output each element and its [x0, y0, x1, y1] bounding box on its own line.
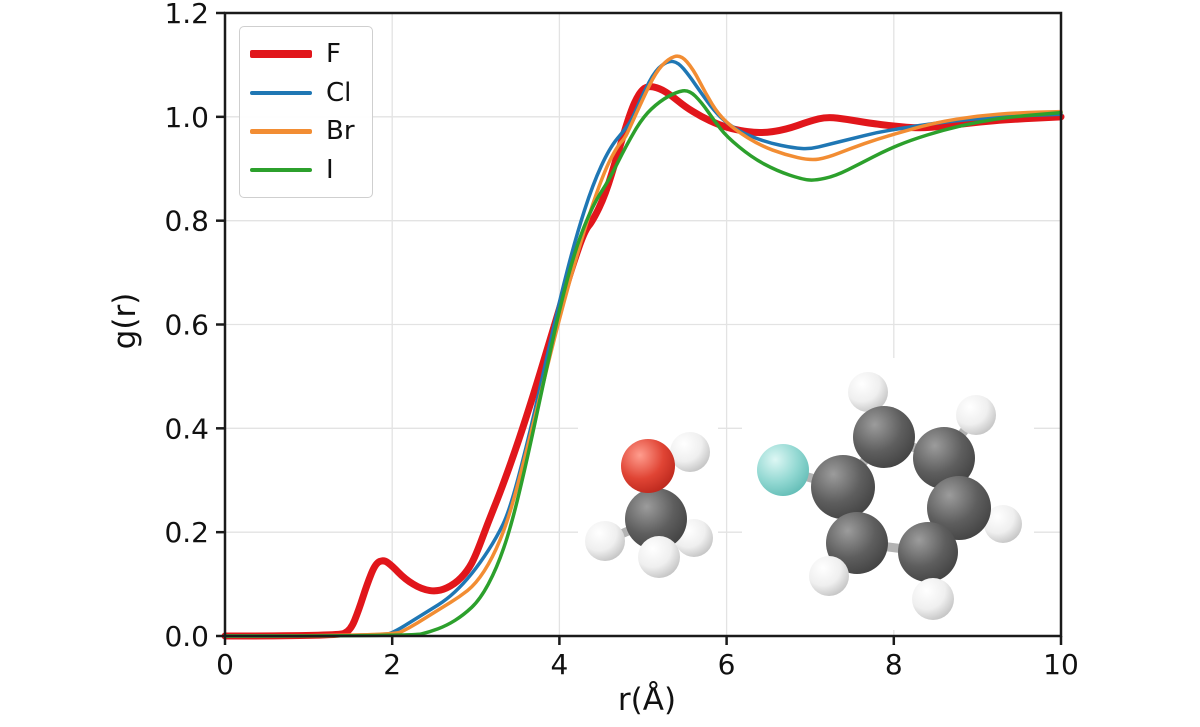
y-tick-label-0.8: 0.8 [164, 205, 209, 238]
series-F-line [221, 83, 1065, 640]
methanol-atom-H [670, 432, 710, 472]
x-tick-label-10: 10 [1043, 648, 1079, 681]
fluorobenzene-atom-H [809, 556, 849, 596]
molecule-fluorobenzene [742, 358, 1034, 630]
x-tick-label-0: 0 [216, 648, 234, 681]
y-axis-title: g(r) [107, 292, 143, 350]
y-tick-label-0: 0.0 [164, 620, 209, 653]
legend-label-Br: Br [326, 116, 355, 147]
y-tick-label-0.4: 0.4 [164, 412, 209, 445]
methanol-atom-H [585, 521, 625, 561]
legend-line-Cl [250, 90, 312, 95]
fluorobenzene-atom-C [927, 476, 991, 540]
legend-label-Cl: Cl [326, 77, 352, 108]
fluorobenzene-atom-C [913, 427, 975, 489]
legend: F Cl Br I [239, 26, 373, 198]
y-tick-label-1: 1.0 [164, 101, 209, 134]
y-tick-label-1.2: 1.2 [164, 0, 209, 30]
x-tick-label-8: 8 [885, 648, 903, 681]
legend-label-I: I [326, 154, 334, 185]
legend-item-I: I [250, 153, 372, 187]
fluorobenzene-atom-C [811, 455, 875, 519]
legend-item-Br: Br [250, 114, 372, 148]
x-axis-title: r(Å) [617, 682, 677, 718]
fluorobenzene-atom-H [956, 395, 996, 435]
data-series [221, 54, 1065, 640]
y-tick-label-0.2: 0.2 [164, 516, 209, 549]
axis-ticks: 0 2 4 6 8 10 0.0 0.2 0.4 0.6 0.8 1.0 1.2 [164, 0, 1078, 681]
x-tick-label-6: 6 [718, 648, 736, 681]
x-tick-label-4: 4 [550, 648, 568, 681]
fluorobenzene-atom-F [757, 444, 809, 496]
y-tick-label-0.6: 0.6 [164, 309, 209, 342]
legend-line-Br [250, 129, 312, 134]
legend-label-F: F [326, 39, 341, 70]
x-tick-label-2: 2 [383, 648, 401, 681]
fluorobenzene-atom-H [912, 578, 954, 620]
legend-item-Cl: Cl [250, 76, 372, 110]
fluorobenzene-atom-C [898, 522, 958, 582]
fluorobenzene-atom-H [848, 372, 888, 412]
methanol-atom-C [625, 488, 687, 550]
molecule-methanol [578, 404, 718, 604]
fluorobenzene-atom-C [826, 512, 888, 574]
series-Cl-line [223, 59, 1063, 638]
legend-line-I [250, 167, 312, 172]
methanol-atom-O [621, 439, 675, 493]
legend-item-F: F [250, 37, 372, 71]
fluorobenzene-atom-H [984, 505, 1022, 543]
series-I-line [223, 88, 1063, 638]
methanol-atom-H [638, 536, 680, 578]
series-Br-line [223, 54, 1063, 638]
molecule-inset [578, 358, 1034, 630]
fluorobenzene-atom-C [853, 406, 915, 468]
legend-line-F [250, 50, 312, 59]
